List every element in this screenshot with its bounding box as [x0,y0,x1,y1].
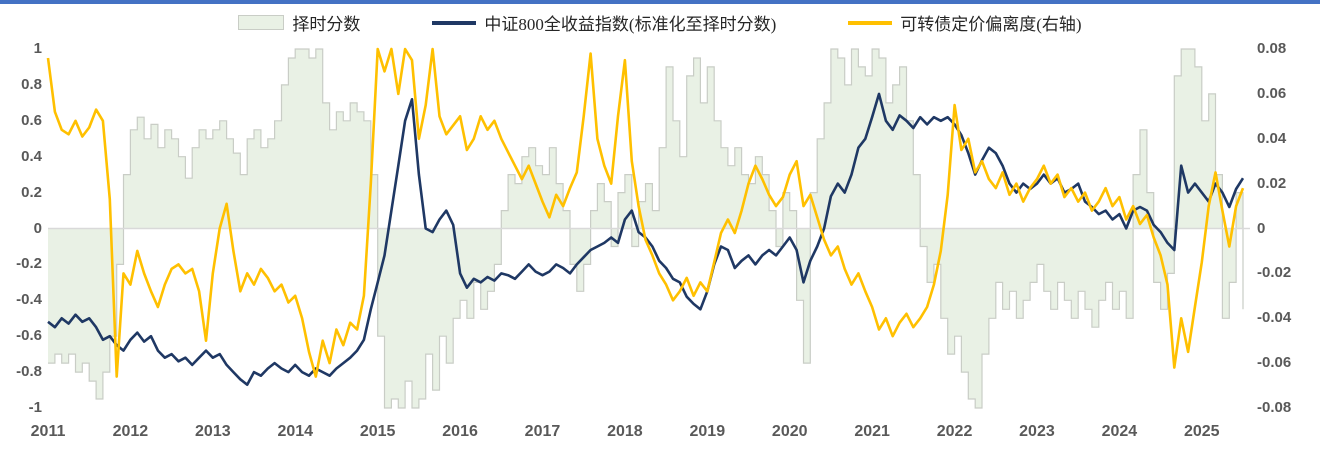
right-axis-tick: 0 [1257,219,1266,237]
x-axis-tick: 2025 [1183,423,1220,440]
score-outline [48,48,1244,409]
left-axis-tick: 1 [33,40,42,57]
x-axis-tick: 2021 [854,423,890,440]
left-axis-tick: -1 [28,399,42,416]
legend-item-index: 中证800全收益指数(标准化至择时分数) [432,10,776,35]
left-axis-tick: -0.4 [16,291,42,309]
x-axis-tick: 2019 [689,423,726,440]
x-axis-tick: 2024 [1101,423,1138,440]
left-axis-tick: -0.2 [16,255,42,273]
left-axis-tick: 0.2 [21,183,42,201]
x-axis-tick: 2012 [112,423,149,440]
legend-item-score: 择时分数 [238,10,360,35]
right-axis-tick: -0.06 [1257,354,1292,372]
line-swatch-yellow-icon [848,20,893,25]
right-axis-tick: -0.08 [1257,399,1292,416]
legend-label-deviation: 可转债定价偏离度(右轴) [900,15,1082,34]
right-axis-tick: -0.04 [1257,309,1292,327]
right-axis-tick: -0.02 [1257,264,1292,282]
line-swatch-navy-icon [432,20,477,25]
left-axis-tick: 0 [33,219,42,237]
x-axis-tick: 2014 [277,423,314,440]
area-swatch-icon [238,15,285,30]
legend-label-index: 中证800全收益指数(标准化至择时分数) [484,15,777,34]
right-axis-tick: 0.08 [1257,40,1287,57]
left-axis-tick: 0.4 [21,147,42,165]
right-axis-tick: 0.02 [1257,174,1287,192]
x-axis-tick: 2023 [1019,423,1055,440]
legend-label-score: 择时分数 [292,15,361,34]
left-axis-tick: -0.6 [16,327,42,345]
left-axis-tick: -0.8 [16,363,42,381]
right-axis-tick: 0.06 [1257,84,1287,102]
x-axis-tick: 2015 [359,423,396,440]
x-axis-tick: 2017 [524,423,561,440]
legend: 择时分数 中证800全收益指数(标准化至择时分数) 可转债定价偏离度(右轴) [0,10,1320,35]
top-accent-bar [0,0,1320,4]
legend-item-deviation: 可转债定价偏离度(右轴) [848,10,1082,35]
x-axis-tick: 2011 [30,423,66,440]
x-axis-tick: 2016 [442,423,478,440]
deviation-line [46,47,1245,378]
left-axis-tick: 0.6 [21,111,42,129]
x-axis-tick: 2022 [936,423,973,440]
x-axis-tick: 2018 [607,423,643,440]
x-axis-tick: 2013 [195,423,231,440]
left-axis-tick: 0.8 [21,75,42,93]
right-axis-tick: 0.04 [1257,129,1287,147]
x-axis-tick: 2020 [771,423,808,440]
